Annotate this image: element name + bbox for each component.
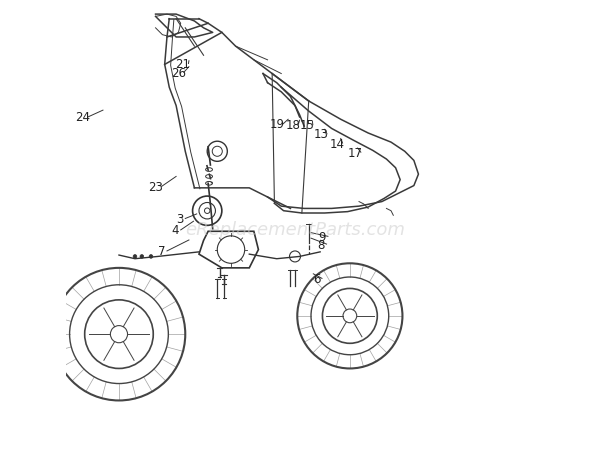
Text: 6: 6	[313, 272, 320, 285]
Text: 4: 4	[172, 224, 179, 237]
Text: 18: 18	[286, 119, 300, 132]
Text: 19: 19	[270, 118, 285, 131]
Text: 3: 3	[176, 213, 183, 225]
Text: 23: 23	[149, 180, 163, 194]
Text: 26: 26	[171, 67, 186, 79]
Text: 24: 24	[75, 111, 90, 124]
Circle shape	[140, 255, 143, 259]
Text: eReplacementParts.com: eReplacementParts.com	[185, 220, 405, 239]
Text: 15: 15	[300, 119, 315, 132]
Text: 8: 8	[317, 238, 324, 251]
Text: 7: 7	[158, 245, 165, 258]
Text: 9: 9	[319, 230, 326, 243]
Circle shape	[149, 255, 153, 259]
Text: 17: 17	[348, 146, 363, 159]
Text: 21: 21	[175, 58, 191, 71]
Circle shape	[133, 255, 137, 259]
Text: 14: 14	[330, 137, 345, 150]
Text: 13: 13	[314, 128, 329, 141]
